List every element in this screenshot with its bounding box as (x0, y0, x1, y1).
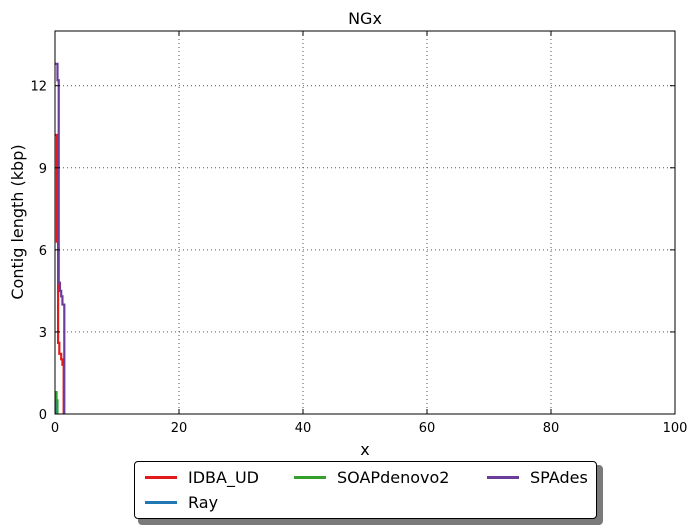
x-tick-label: 0 (51, 421, 59, 436)
legend: IDBA_UD Ray SOAPdenovo2 SPAdes (134, 461, 597, 519)
x-tick-label: 60 (419, 421, 436, 436)
axis-ticks: 0 20 40 60 80 100 0 3 6 9 12 (30, 31, 687, 436)
chart-title: NGx (348, 9, 382, 28)
legend-swatch-ray (145, 501, 177, 504)
series-line-spades (55, 62, 66, 414)
legend-swatch-soapdenovo2 (294, 476, 326, 479)
x-axis-label: x (360, 440, 369, 459)
grid-lines (55, 31, 675, 414)
x-tick-label: 40 (295, 421, 312, 436)
x-tick-label: 20 (171, 421, 188, 436)
y-tick-label: 3 (39, 326, 47, 341)
legend-item-ray: Ray (145, 493, 218, 512)
x-tick-label: 100 (663, 421, 688, 436)
y-tick-label: 9 (39, 162, 47, 177)
y-tick-label: 0 (39, 408, 47, 423)
y-axis-label: Contig length (kbp) (8, 144, 27, 299)
x-tick-label: 80 (543, 421, 560, 436)
series-line-idba-ud (55, 133, 65, 414)
legend-swatch-spades (487, 476, 519, 479)
y-tick-label: 12 (30, 80, 47, 95)
legend-label-idba-ud: IDBA_UD (188, 468, 259, 487)
legend-swatch-idba-ud (145, 476, 177, 479)
series-line-soapdenovo2 (55, 391, 59, 414)
legend-label-soapdenovo2: SOAPdenovo2 (337, 468, 450, 487)
legend-label-ray: Ray (188, 493, 219, 512)
legend-label-spades: SPAdes (530, 468, 588, 487)
legend-item-idba-ud: IDBA_UD (145, 468, 259, 487)
plot-frame (54, 30, 676, 415)
legend-item-soapdenovo2: SOAPdenovo2 (294, 468, 449, 487)
legend-item-spades: SPAdes (487, 468, 588, 487)
y-tick-label: 6 (39, 244, 47, 259)
series-layer (54, 62, 66, 414)
